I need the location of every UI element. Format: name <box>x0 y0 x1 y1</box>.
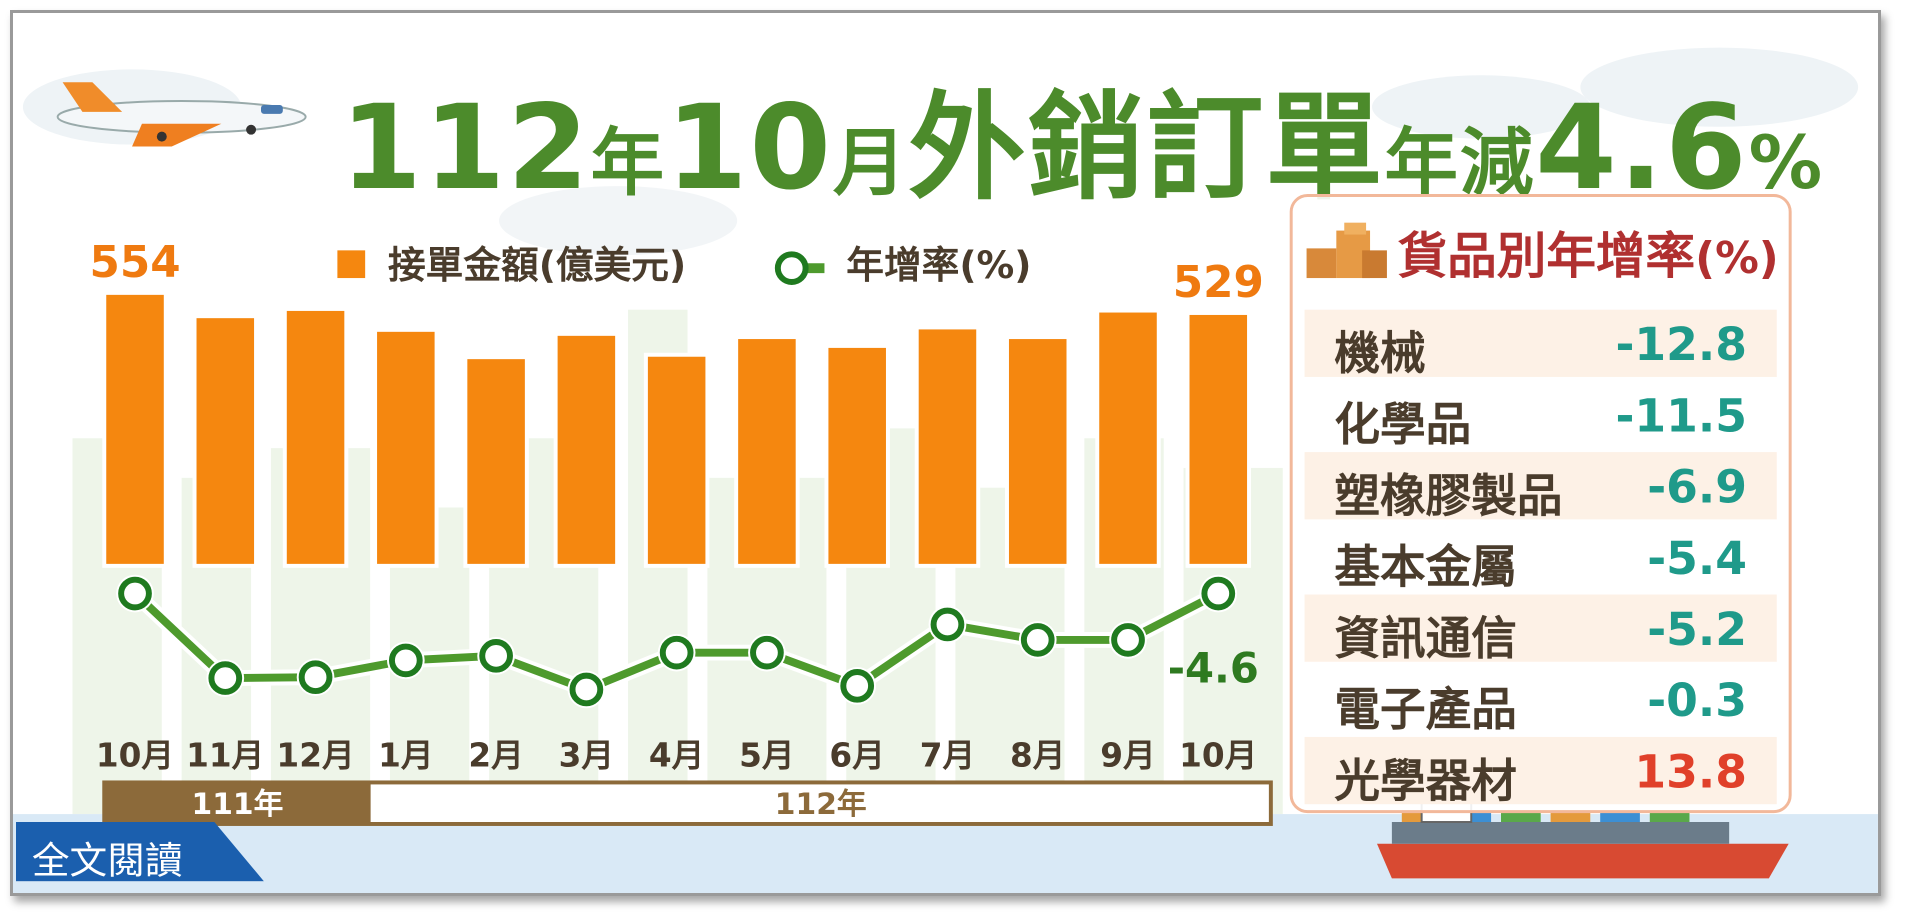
x-tick-label: 5月 <box>739 737 794 775</box>
category-row: 機械 -12.8 <box>1304 309 1777 380</box>
bar <box>1008 339 1067 564</box>
category-row: 基本金屬 -5.4 <box>1305 523 1777 593</box>
x-tick-label: 7月 <box>920 737 975 775</box>
rate-point <box>659 635 694 670</box>
bar <box>106 294 164 564</box>
bar <box>467 359 525 564</box>
x-tick-label: 4月 <box>649 737 704 775</box>
category-growth-value: -5.2 <box>1647 602 1748 656</box>
infographic-frame: 112年10月外銷訂單年減4.6% 接單金額(億美元) 年增率(%) 554 529 -… <box>10 10 1881 896</box>
category-row: 電子產品 -0.3 <box>1305 666 1777 736</box>
category-growth-value: -6.9 <box>1647 460 1748 514</box>
first-bar-value-label: 554 <box>89 238 180 288</box>
legend-bar-swatch <box>337 250 366 279</box>
rate-point <box>840 669 875 703</box>
category-name: 光學器材 <box>1334 753 1517 808</box>
rate-point <box>208 661 243 695</box>
x-tick-label: 3月 <box>559 737 614 775</box>
bar <box>196 318 255 564</box>
x-tick-label: 10月 <box>96 737 174 775</box>
rate-point <box>479 639 513 673</box>
x-tick-label: 9月 <box>1100 737 1155 775</box>
airplane-icon <box>56 82 307 147</box>
category-name: 資訊通信 <box>1334 611 1517 665</box>
rate-point <box>1201 576 1236 611</box>
rate-point <box>118 576 152 611</box>
category-row: 資訊通信 -5.2 <box>1304 594 1777 665</box>
boxes-icon <box>1306 222 1387 279</box>
export-orders-chart: 接單金額(億美元) 年增率(%) 554 529 -4.6 10月 11月 12月 1月 2月 3月… <box>89 238 1273 826</box>
legend-bar-label: 接單金額(億美元) <box>388 243 686 287</box>
category-name: 塑橡膠製品 <box>1334 468 1563 523</box>
x-tick-label: 6月 <box>829 737 884 775</box>
bar <box>828 347 886 564</box>
x-tick-label: 12月 <box>276 737 354 775</box>
category-name: 基本金屬 <box>1334 540 1517 594</box>
rate-point <box>298 660 333 695</box>
rate-point <box>569 672 604 707</box>
rate-point <box>1111 623 1145 657</box>
legend-line-label: 年增率(%) <box>846 243 1031 287</box>
rate-point <box>1020 623 1055 657</box>
x-tick-label: 8月 <box>1010 737 1065 775</box>
category-growth-value: -5.4 <box>1647 531 1748 585</box>
stage: 112年10月外銷訂單年減4.6% 接單金額(億美元) 年增率(%) 554 529 -… <box>13 13 1878 893</box>
x-tick-label: 1月 <box>378 737 433 775</box>
x-tick-label: 11月 <box>186 737 264 775</box>
panel-title: 貨品別年增率(%) <box>1397 227 1779 285</box>
category-row: 塑橡膠製品 -6.9 <box>1304 452 1777 522</box>
rate-point <box>750 635 784 670</box>
bar <box>377 331 435 564</box>
bar <box>286 310 345 564</box>
category-growth-value: 13.8 <box>1634 744 1748 799</box>
category-name: 機械 <box>1334 326 1426 380</box>
rate-point <box>388 643 423 678</box>
year-group-segment <box>104 782 371 824</box>
bar <box>738 339 796 564</box>
category-row: 化學品 -11.5 <box>1305 381 1777 451</box>
page-title: 112年10月外銷訂單年減4.6% <box>340 79 1825 216</box>
category-growth-value: -12.8 <box>1615 317 1748 372</box>
bar <box>1099 312 1157 564</box>
last-rate-value-label: -4.6 <box>1168 644 1259 693</box>
year-group-label: 111年 <box>192 787 284 822</box>
category-name: 電子產品 <box>1334 682 1517 736</box>
category-row: 光學器材 13.8 <box>1304 736 1777 807</box>
legend-line-marker <box>774 251 809 285</box>
bar <box>1189 314 1248 564</box>
last-bar-value-label: 529 <box>1173 258 1264 308</box>
category-name: 化學品 <box>1334 397 1472 452</box>
rate-point <box>930 607 965 642</box>
category-growth-panel: 貨品別年增率(%) 機械 -12.8 化學品 -11.5 塑橡膠製品 -6.9 基本金屬 -5… <box>1289 193 1792 814</box>
x-tick-label: 2月 <box>468 737 523 775</box>
category-growth-value: -11.5 <box>1615 388 1748 443</box>
bar <box>557 335 616 564</box>
category-growth-value: -0.3 <box>1647 673 1748 728</box>
bar <box>918 329 977 564</box>
x-tick-label: 10月 <box>1179 737 1257 775</box>
year-group-label: 112年 <box>775 787 867 822</box>
bar <box>647 356 706 564</box>
